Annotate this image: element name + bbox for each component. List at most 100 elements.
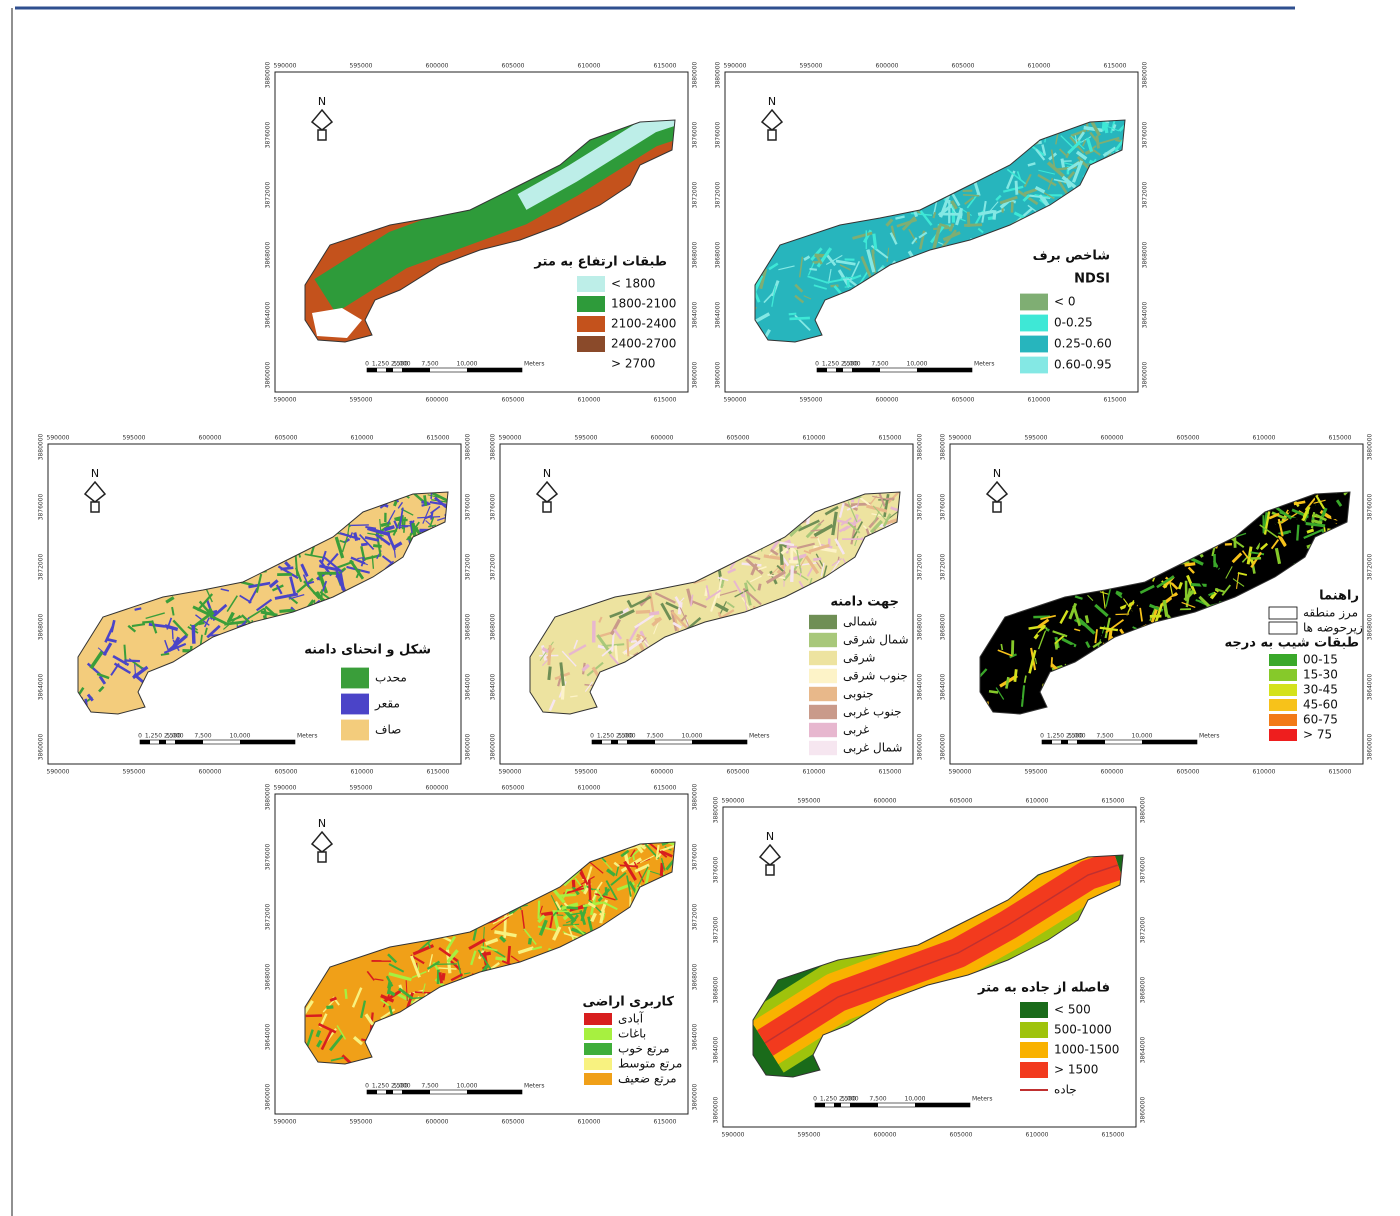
- texture: [552, 911, 568, 912]
- y-coordinate: 3872000: [692, 181, 699, 208]
- map-panel: 5900005900005950005950006000006000006050…: [715, 61, 1149, 403]
- y-coordinate: 3876000: [265, 843, 272, 870]
- y-coordinate: 3868000: [713, 976, 720, 1003]
- y-coordinate: 3868000: [692, 241, 699, 268]
- map-panel: 5900005900005950005950006000006000006050…: [265, 783, 705, 1125]
- legend-label: شمالی: [843, 615, 877, 629]
- y-coordinate: 3876000: [265, 121, 272, 148]
- x-coordinate: 595000: [123, 769, 146, 776]
- scale-label: Meters: [297, 733, 318, 740]
- x-coordinate: 590000: [274, 785, 297, 792]
- scale-label: 10,000: [905, 1096, 926, 1103]
- scale-label: 10,000: [457, 1083, 478, 1090]
- y-coordinate: 3872000: [917, 553, 924, 580]
- y-coordinate: 3868000: [465, 613, 472, 640]
- y-coordinate: 3864000: [713, 1036, 720, 1063]
- y-coordinate: 3876000: [692, 121, 699, 148]
- x-coordinate: 610000: [1026, 1132, 1049, 1139]
- y-coordinate: 3864000: [940, 673, 947, 700]
- scale-label: 5,000: [393, 361, 410, 368]
- x-coordinate: 615000: [879, 769, 902, 776]
- north-label: N: [543, 467, 551, 480]
- legend-label: مرتع ضعیف: [618, 1072, 677, 1087]
- y-coordinate: 3860000: [1367, 733, 1374, 760]
- map-panel: 5900005900005950005950006000006000006050…: [713, 796, 1147, 1138]
- legend-title: فاصله از جاده به متر: [977, 981, 1110, 996]
- legend-swatch: [584, 1013, 612, 1025]
- texture: [495, 958, 505, 960]
- scale-seg: [467, 368, 522, 372]
- texture: [661, 863, 662, 876]
- y-coordinate: 3864000: [265, 301, 272, 328]
- y-coordinate: 3868000: [917, 613, 924, 640]
- x-coordinate: 615000: [1329, 435, 1352, 442]
- north-label: N: [91, 467, 99, 480]
- texture: [1260, 541, 1262, 553]
- legend-swatch: [584, 1058, 612, 1070]
- x-coordinate: 605000: [502, 785, 525, 792]
- legend-label: شمال غربی: [843, 741, 902, 756]
- legend-label: 0.60-0.95: [1054, 358, 1112, 372]
- x-coordinate: 615000: [1102, 1132, 1125, 1139]
- north-label: N: [768, 95, 776, 108]
- y-coordinate: 3860000: [692, 361, 699, 388]
- scale-label: 0: [138, 733, 142, 740]
- texture: [815, 255, 825, 256]
- x-coordinate: 590000: [274, 63, 297, 70]
- legend-title: کاربری اراضی: [583, 995, 675, 1010]
- legend-swatch: [1020, 1022, 1048, 1038]
- y-coordinate: 3868000: [940, 613, 947, 640]
- x-coordinate: 610000: [803, 769, 826, 776]
- legend-label: 2100-2400: [611, 317, 676, 331]
- legend-swatch: [809, 687, 837, 701]
- x-coordinate: 600000: [874, 1132, 897, 1139]
- texture: [443, 973, 444, 980]
- texture: [1138, 157, 1147, 172]
- legend-swatch: [809, 651, 837, 665]
- x-coordinate: 595000: [1025, 435, 1048, 442]
- x-coordinate: 610000: [1253, 435, 1276, 442]
- y-coordinate: 3880000: [715, 61, 722, 88]
- scale-label: 10,000: [457, 361, 478, 368]
- texture: [1172, 597, 1178, 599]
- texture: [566, 907, 578, 908]
- legend-label: 30-45: [1303, 683, 1338, 697]
- texture: [874, 234, 876, 250]
- legend-swatch: [1020, 315, 1048, 332]
- legend-swatch: [577, 316, 605, 332]
- y-coordinate: 3876000: [692, 843, 699, 870]
- x-coordinate: 595000: [798, 1132, 821, 1139]
- scale-label: Meters: [749, 733, 770, 740]
- y-coordinate: 3880000: [713, 796, 720, 823]
- y-coordinate: 3868000: [1367, 613, 1374, 640]
- legend-label: غربی: [843, 723, 869, 738]
- scale-label: 0: [365, 361, 369, 368]
- scale-seg: [386, 1090, 393, 1094]
- texture: [589, 880, 590, 900]
- scale-label: 7,500: [871, 361, 888, 368]
- y-coordinate: 3868000: [715, 241, 722, 268]
- page: 590000 590000 595000 595000 600000 600000 6050…: [0, 0, 1400, 1216]
- scale-label: 7,500: [421, 1083, 438, 1090]
- x-coordinate: 600000: [426, 397, 449, 404]
- scale-label: 10,000: [907, 361, 928, 368]
- x-coordinate: 605000: [502, 63, 525, 70]
- x-coordinate: 615000: [427, 769, 450, 776]
- scale-label: 7,500: [646, 733, 663, 740]
- texture: [810, 269, 817, 270]
- y-coordinate: 3868000: [692, 963, 699, 990]
- legend-swatch: [341, 668, 369, 689]
- y-coordinate: 3868000: [1140, 976, 1147, 1003]
- x-coordinate: 595000: [575, 769, 598, 776]
- x-coordinate: 590000: [724, 397, 747, 404]
- y-coordinate: 3860000: [265, 361, 272, 388]
- x-coordinate: 590000: [949, 769, 972, 776]
- scale-seg: [467, 1090, 522, 1094]
- legend-label: صاف: [375, 723, 401, 737]
- texture: [345, 989, 346, 999]
- legend-swatch: [584, 1043, 612, 1055]
- legend-label: جاده: [1054, 1083, 1077, 1097]
- x-coordinate: 615000: [879, 435, 902, 442]
- x-coordinate: 605000: [1177, 435, 1200, 442]
- x-coordinate: 595000: [800, 397, 823, 404]
